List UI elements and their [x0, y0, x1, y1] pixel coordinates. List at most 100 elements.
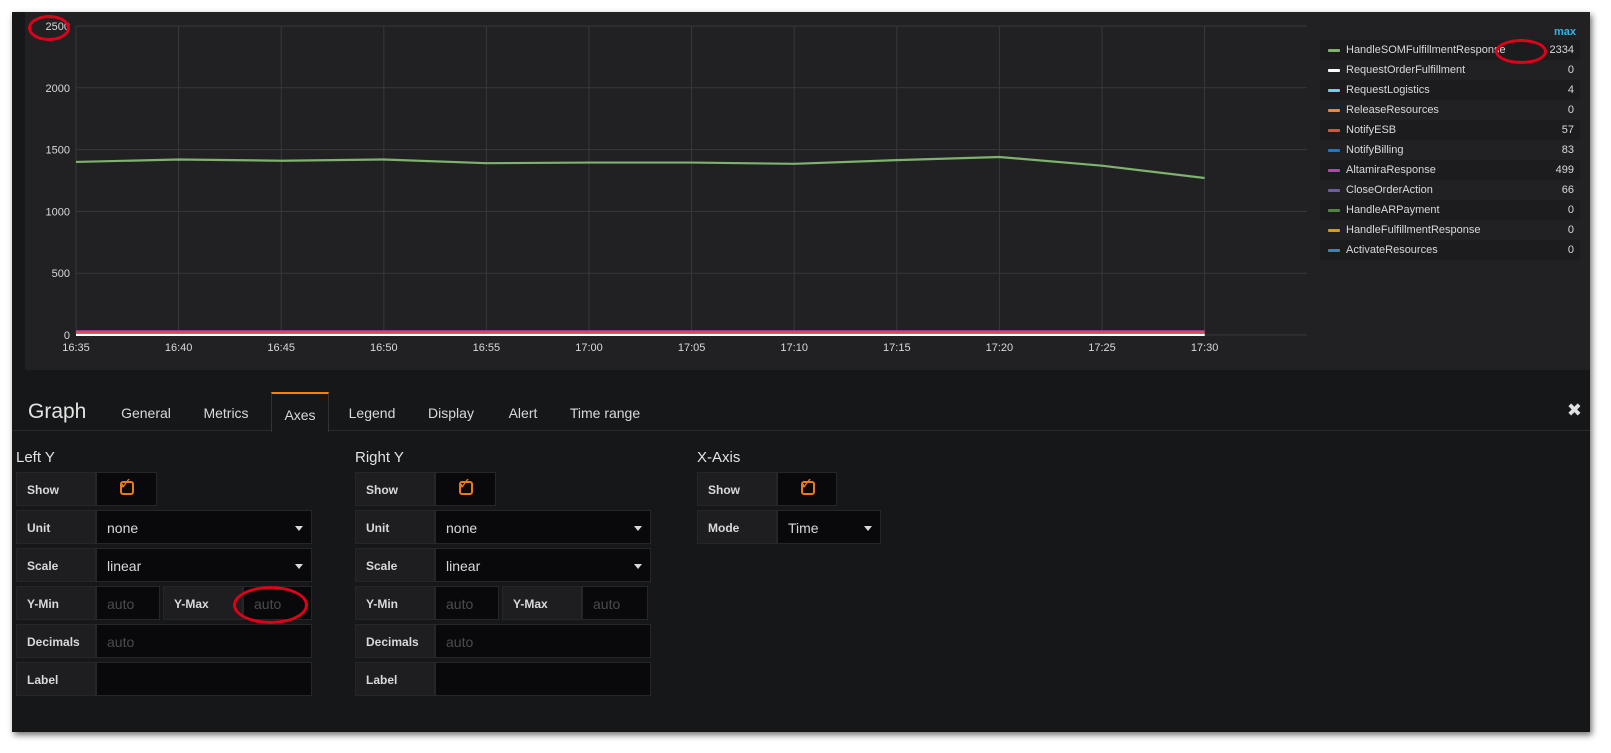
checkbox-icon — [120, 481, 134, 495]
x-axis-title: X-Axis — [697, 449, 741, 466]
left-y-unit-label: Unit — [16, 510, 96, 544]
x-tick-label: 17:20 — [986, 342, 1014, 354]
left-y-scale-select[interactable]: linear — [96, 548, 312, 582]
right-y-show-label: Show — [355, 472, 435, 506]
x-tick-label: 16:45 — [267, 342, 295, 354]
tab-metrics[interactable]: Metrics — [203, 405, 249, 421]
left-y-ymin-input[interactable]: auto — [96, 586, 160, 620]
legend-max-value: 0 — [1567, 64, 1574, 76]
y-tick-label: 500 — [52, 268, 70, 280]
left-y-ymax-label: Y-Max — [163, 586, 243, 620]
checkmark-icon: ✓ — [800, 476, 814, 493]
x-axis-show-label: Show — [697, 472, 777, 506]
legend-series-name[interactable]: NotifyBilling — [1346, 144, 1404, 156]
left-y-label-input[interactable] — [96, 662, 312, 696]
left-y-scale-label: Scale — [16, 548, 96, 582]
right-y-label-label: Label — [355, 662, 435, 696]
y-tick-label: 2500 — [46, 21, 70, 33]
right-y-decimals-label: Decimals — [355, 624, 435, 658]
left-y-ymin-label: Y-Min — [16, 586, 96, 620]
left-y-unit-select[interactable]: none — [96, 510, 312, 544]
legend-swatch-icon[interactable] — [1328, 249, 1340, 252]
legend-series-name[interactable]: ActivateResources — [1346, 244, 1438, 256]
left-y-unit-value: none — [107, 520, 139, 536]
legend-series-name[interactable]: RequestLogistics — [1346, 84, 1430, 96]
tab-general[interactable]: General — [121, 405, 171, 421]
tab-axes[interactable]: Axes — [271, 392, 329, 432]
left-y-ymax-input[interactable]: auto — [243, 586, 312, 620]
x-tick-label: 16:55 — [473, 342, 501, 354]
legend-item[interactable]: HandleSOMFulfillmentResponse 2334 — [1320, 40, 1580, 60]
panel-editor-tabs: Graph General Metrics Axes Legend Displa… — [12, 380, 1590, 432]
chart-legend: max HandleSOMFulfillmentResponse 2334 Requ… — [1320, 26, 1580, 260]
left-y-decimals-input[interactable]: auto — [96, 624, 312, 658]
x-tick-label: 16:50 — [370, 342, 398, 354]
legend-swatch-icon[interactable] — [1328, 89, 1340, 92]
tab-display[interactable]: Display — [428, 405, 474, 421]
left-y-decimals-label: Decimals — [16, 624, 96, 658]
left-y-scale-value: linear — [107, 558, 142, 574]
legend-series-name[interactable]: HandleARPayment — [1346, 204, 1440, 216]
right-y-ymax-label: Y-Max — [502, 586, 582, 620]
legend-series-name[interactable]: HandleFulfillmentResponse — [1346, 224, 1481, 236]
legend-series-name[interactable]: RequestOrderFulfillment — [1346, 64, 1466, 76]
legend-swatch-icon[interactable] — [1328, 149, 1340, 152]
right-y-label-input[interactable] — [435, 662, 651, 696]
app-window: 0 500 1000 1500 2000 2500 16:35 16:40 16:45 16:5… — [12, 12, 1590, 732]
checkbox-icon — [459, 481, 473, 495]
legend-max-value: 57 — [1561, 124, 1574, 136]
left-y-show-label: Show — [16, 472, 96, 506]
legend-max-header[interactable]: max — [1553, 26, 1576, 38]
legend-swatch-icon[interactable] — [1328, 169, 1340, 172]
caret-down-icon — [634, 526, 642, 531]
legend-swatch-icon[interactable] — [1328, 49, 1340, 52]
legend-item[interactable]: ReleaseResources 0 — [1320, 100, 1580, 120]
legend-item[interactable]: RequestOrderFulfillment 0 — [1320, 60, 1580, 80]
legend-swatch-icon[interactable] — [1328, 129, 1340, 132]
legend-series-name[interactable]: HandleSOMFulfillmentResponse — [1346, 44, 1506, 56]
left-y-show-checkbox[interactable]: ✓ — [96, 472, 157, 506]
right-y-show-checkbox[interactable]: ✓ — [435, 472, 496, 506]
legend-swatch-icon[interactable] — [1328, 69, 1340, 72]
right-y-ymin-input[interactable]: auto — [435, 586, 499, 620]
x-axis-mode-select[interactable]: Time — [777, 510, 881, 544]
x-tick-label: 17:05 — [678, 342, 706, 354]
right-y-unit-value: none — [446, 520, 478, 536]
legend-item[interactable]: AltamiraResponse 499 — [1320, 160, 1580, 180]
legend-series-name[interactable]: NotifyESB — [1346, 124, 1397, 136]
tab-time-range[interactable]: Time range — [569, 405, 641, 421]
x-axis-show-checkbox[interactable]: ✓ — [777, 472, 837, 506]
x-tick-label: 16:40 — [165, 342, 193, 354]
right-y-decimals-input[interactable]: auto — [435, 624, 651, 658]
legend-item[interactable]: NotifyESB 57 — [1320, 120, 1580, 140]
legend-item[interactable]: ActivateResources 0 — [1320, 240, 1580, 260]
legend-swatch-icon[interactable] — [1328, 109, 1340, 112]
legend-swatch-icon[interactable] — [1328, 189, 1340, 192]
tab-alert[interactable]: Alert — [508, 405, 538, 421]
checkmark-icon: ✓ — [119, 476, 133, 493]
x-tick-label: 17:25 — [1088, 342, 1116, 354]
close-icon[interactable]: ✖ — [1566, 400, 1582, 420]
right-y-ymax-input[interactable]: auto — [582, 586, 648, 620]
legend-item[interactable]: HandleARPayment 0 — [1320, 200, 1580, 220]
y-tick-label: 2000 — [46, 83, 70, 95]
right-y-scale-select[interactable]: linear — [435, 548, 651, 582]
left-y-title: Left Y — [16, 449, 55, 466]
legend-series-name[interactable]: AltamiraResponse — [1346, 164, 1436, 176]
series-line-HandleSOMFulfillmentResponse[interactable] — [75, 155, 1205, 180]
caret-down-icon — [295, 564, 303, 569]
legend-item[interactable]: RequestLogistics 4 — [1320, 80, 1580, 100]
legend-item[interactable]: NotifyBilling 83 — [1320, 140, 1580, 160]
tab-legend[interactable]: Legend — [348, 405, 396, 421]
x-tick-label: 17:10 — [780, 342, 808, 354]
time-series-chart: 0 500 1000 1500 2000 2500 16:35 16:40 16:45 16:5… — [46, 21, 1307, 354]
right-y-ymin-label: Y-Min — [355, 586, 435, 620]
legend-item[interactable]: CloseOrderAction 66 — [1320, 180, 1580, 200]
legend-swatch-icon[interactable] — [1328, 209, 1340, 212]
right-y-unit-select[interactable]: none — [435, 510, 651, 544]
legend-swatch-icon[interactable] — [1328, 229, 1340, 232]
x-axis-mode-value: Time — [788, 520, 819, 536]
legend-series-name[interactable]: ReleaseResources — [1346, 104, 1439, 116]
legend-series-name[interactable]: CloseOrderAction — [1346, 184, 1433, 196]
legend-item[interactable]: HandleFulfillmentResponse 0 — [1320, 220, 1580, 240]
